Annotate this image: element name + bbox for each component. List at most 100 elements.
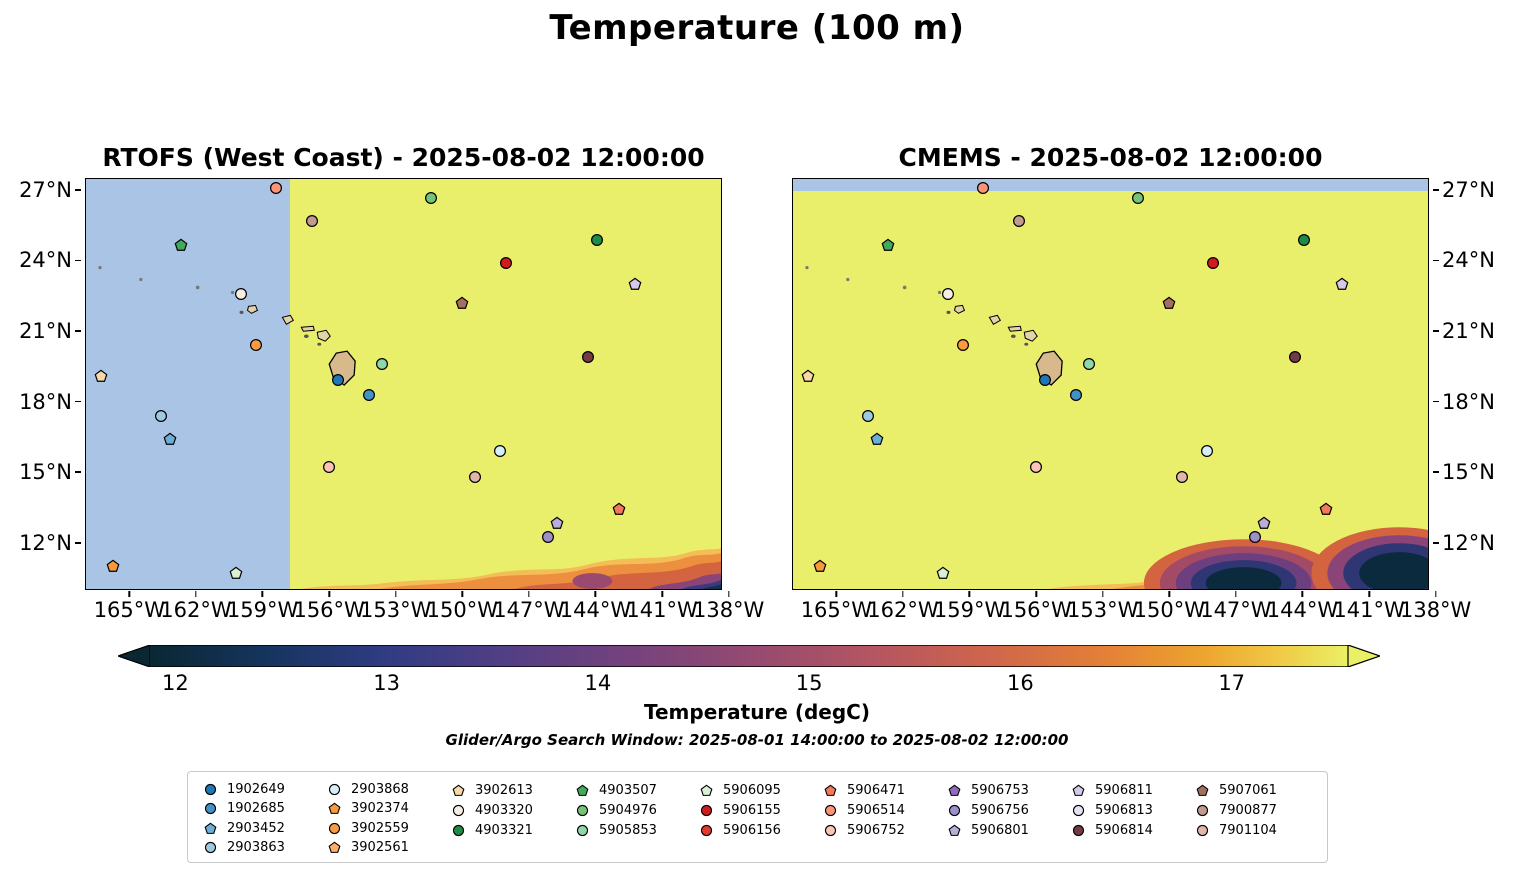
float-5906814 [1288, 350, 1302, 364]
y-tick-mark [75, 542, 81, 544]
legend-label: 5906801 [971, 822, 1029, 838]
legend-item-4903507: 4903507 [576, 781, 700, 799]
pentagon-marker-icon [1257, 517, 1271, 530]
legend-item-3902613: 3902613 [452, 781, 576, 799]
circle-marker-icon [452, 824, 465, 836]
x-tick-mark [1434, 591, 1437, 597]
pentagon-marker-icon [948, 824, 961, 836]
colorbar-label: Temperature (degC) [644, 700, 870, 724]
y-tick: 12°N [1430, 531, 1514, 555]
legend-label: 5906514 [847, 802, 905, 818]
legend-item-5906756: 5906756 [948, 801, 1072, 819]
circle-marker-icon [1072, 824, 1085, 836]
float-5904976 [1131, 191, 1145, 205]
circle-marker-icon [591, 233, 604, 246]
y-tick-label: 18°N [19, 389, 72, 414]
x-tick-mark [1301, 591, 1304, 597]
legend-column: 5906753 5906756 5906801 [948, 781, 1072, 856]
legend-label: 5906813 [1095, 802, 1153, 818]
legend-label: 5906155 [723, 802, 781, 818]
colorbar-tick-label: 13 [373, 671, 400, 695]
y-tick-mark [1433, 259, 1439, 262]
circle-marker-icon [1176, 470, 1189, 483]
y-axis-right: 27°N 24°N 21°N 18°N 15°N 12°N [1430, 178, 1514, 590]
circle-marker-icon [250, 339, 263, 352]
legend-label: 3902374 [351, 801, 409, 817]
legend-item-5906471: 5906471 [824, 781, 948, 799]
y-tick-mark [1433, 471, 1439, 474]
x-tick-label: 150°W [426, 598, 498, 622]
circle-marker-icon [493, 444, 506, 457]
legend-item-2903452: 2903452 [204, 820, 328, 837]
pentagon-marker-icon [230, 566, 243, 579]
map-cmems [792, 178, 1429, 590]
x-tick: 144°W [560, 591, 631, 622]
colorbar-tick-label: 16 [1007, 671, 1034, 695]
float-5906095 [229, 566, 243, 580]
panel-title-rtofs: RTOFS (West Coast) - 2025-08-02 12:00:00 [102, 143, 705, 172]
float-5905853 [375, 357, 389, 371]
circle-marker-icon [576, 804, 589, 816]
legend-label: 5904976 [599, 802, 657, 818]
circle-marker-icon [582, 351, 595, 364]
float-4903507 [174, 238, 188, 252]
circle-marker-icon [500, 257, 513, 270]
float-3902613 [94, 369, 108, 383]
y-tick-mark [1433, 188, 1439, 191]
legend-column: 5906811 5906813 5906814 [1072, 781, 1196, 856]
legend-item-3902374: 3902374 [328, 800, 452, 817]
colorbar-gradient-bar [150, 645, 1348, 667]
legend-item-2903868: 2903868 [328, 781, 452, 798]
circle-marker-icon [1200, 444, 1213, 457]
legend-label: 1902649 [227, 782, 285, 798]
circle-marker-icon [957, 339, 970, 352]
float-2903452 [870, 432, 884, 446]
legend-column: 5907061 7900877 7901104 [1196, 781, 1320, 856]
legend-column: 3902613 4903320 4903321 [452, 781, 576, 856]
x-tick: 156°W [293, 591, 365, 622]
legend-label: 2903868 [351, 782, 409, 798]
float-5906801 [550, 516, 564, 530]
pentagon-marker-icon [1319, 502, 1333, 516]
pentagon-marker-icon [612, 502, 626, 516]
x-tick-label: 138°W [1399, 598, 1472, 622]
figure-title: Temperature (100 m) [549, 8, 965, 48]
legend-label: 5906753 [971, 782, 1029, 798]
float-5906514 [976, 181, 990, 195]
map-rtofs [85, 178, 722, 590]
legend-column: 4903507 5904976 5905853 [576, 781, 700, 856]
legend-item-5906155: 5906155 [700, 801, 824, 819]
float-5906756 [1248, 530, 1262, 544]
x-tick-mark [195, 591, 197, 597]
legend-column: 2903868 3902374 3902559 3902561 [328, 781, 452, 856]
float-5906471 [612, 502, 626, 516]
y-tick-mark [75, 330, 81, 332]
y-tick-mark [75, 471, 81, 474]
legend-item-5906095: 5906095 [700, 781, 824, 799]
x-tick-label: 156°W [293, 598, 365, 622]
pentagon-marker-icon [328, 802, 341, 815]
legend-label: 5906756 [971, 802, 1029, 818]
x-tick-label: 150°W [1133, 598, 1205, 622]
y-tick: 12°N [0, 531, 84, 555]
float-5906811 [628, 277, 642, 291]
x-tick: 141°W [1333, 591, 1405, 622]
circle-marker-icon [1289, 351, 1302, 364]
y-tick-mark [1433, 542, 1439, 544]
legend-item-5906753: 5906753 [948, 781, 1072, 799]
float-7901104 [468, 470, 482, 484]
y-tick-label: 15°N [1442, 460, 1495, 485]
y-tick: 15°N [0, 460, 84, 484]
legend-label: 5906095 [723, 782, 781, 798]
y-tick-label: 12°N [19, 530, 72, 555]
legend-label: 5906811 [1095, 782, 1153, 798]
legend-item-5906514: 5906514 [824, 801, 948, 819]
x-tick-label: 165°W [800, 598, 873, 622]
x-tick-mark [1101, 591, 1104, 597]
x-tick: 147°W [1200, 591, 1272, 622]
float-3902374 [106, 559, 120, 573]
x-tick-mark [394, 591, 397, 597]
y-tick-mark [75, 259, 81, 262]
legend-item-7900877: 7900877 [1196, 801, 1320, 819]
x-tick: 162°W [867, 591, 939, 622]
